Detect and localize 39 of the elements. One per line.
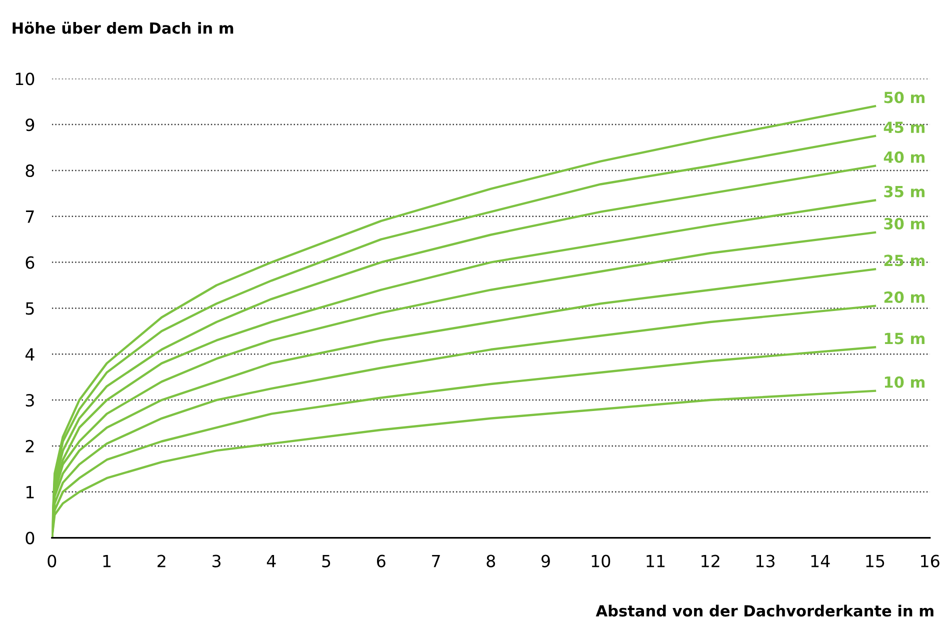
x-tick-label: 0 [48, 554, 56, 568]
y-tick-label: 9 [26, 118, 34, 132]
series-label: 25 m [884, 254, 924, 266]
x-tick-label: 12 [702, 554, 720, 568]
x-tick-label: 14 [811, 554, 830, 568]
x-tick-label: 4 [266, 554, 276, 568]
x-tick-label: 1 [103, 554, 111, 568]
y-tick-label: 3 [26, 394, 34, 407]
y-tick-label: 0 [26, 532, 34, 544]
series-label: 45 m [884, 122, 924, 134]
y-tick-label: 4 [25, 348, 34, 360]
series-label: 15 m [884, 332, 924, 344]
series-label: 50 m [884, 92, 924, 104]
x-tick-label: 15 [866, 554, 884, 568]
x-tick-label: 7 [432, 554, 440, 568]
series-label: 30 m [884, 218, 924, 230]
x-axis-title: Abstand von der Dachvorderkante in m [596, 604, 934, 617]
y-tick-label: 6 [26, 256, 34, 269]
y-tick-label: 2 [26, 440, 34, 452]
x-tick-label: 16 [921, 554, 940, 568]
x-tick-label: 13 [756, 554, 774, 568]
y-tick-label: 10 [16, 72, 34, 86]
series-label: 35 m [884, 186, 924, 198]
x-tick-label: 5 [322, 554, 330, 568]
x-tick-label: 8 [486, 554, 496, 568]
series-label: 20 m [884, 291, 924, 303]
y-tick-label: 5 [26, 302, 34, 315]
x-tick-label: 9 [541, 554, 550, 568]
series-label: 10 m [884, 376, 924, 388]
x-tick-label: 6 [377, 554, 386, 568]
y-axis-title: Höhe über dem Dach in m [12, 22, 234, 34]
x-tick-label: 3 [212, 554, 220, 568]
series-label: 40 m [884, 151, 924, 163]
x-tick-label: 11 [646, 554, 665, 568]
y-tick-label: 8 [26, 164, 34, 178]
x-tick-label: 10 [592, 554, 610, 568]
y-tick-label: 1 [26, 486, 34, 498]
x-tick-label: 2 [158, 554, 166, 568]
y-tick-label: 7 [26, 210, 34, 223]
